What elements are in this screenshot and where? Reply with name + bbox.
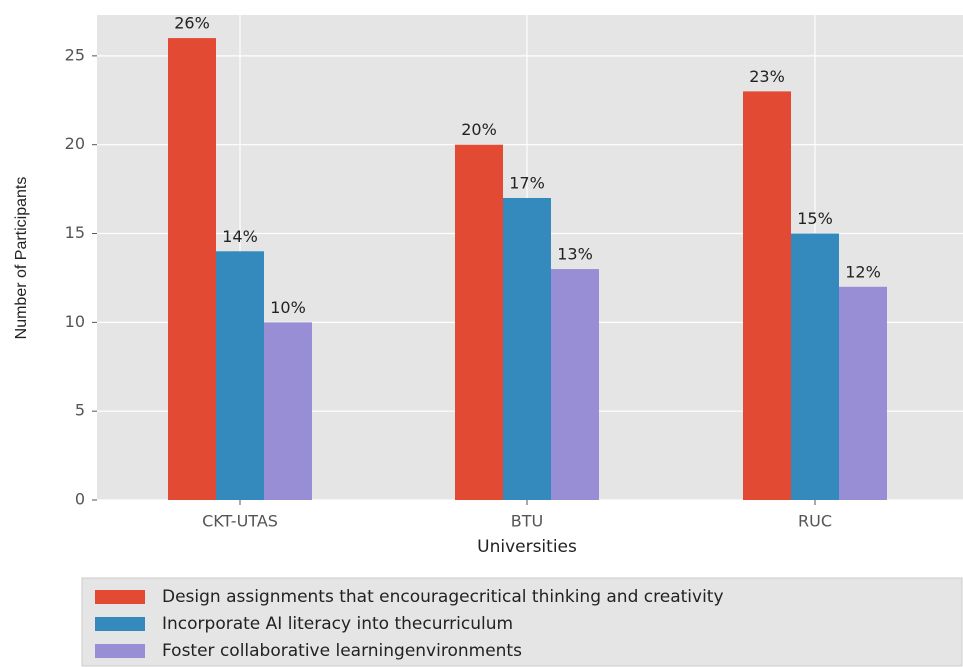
value-label: 15%: [797, 209, 833, 228]
x-tick-label: CKT-UTAS: [202, 512, 278, 531]
bar: [168, 38, 216, 500]
legend-label: Foster collaborative learningenvironment…: [162, 641, 522, 661]
y-tick-label: 10: [65, 312, 85, 331]
y-tick-label: 25: [65, 45, 85, 64]
bar: [551, 269, 599, 500]
x-tick-label: RUC: [798, 512, 832, 531]
legend-label: Incorporate AI literacy into thecurricul…: [162, 614, 513, 634]
y-tick-label: 20: [65, 134, 85, 153]
bar: [503, 197, 551, 500]
x-axis-label: Universities: [477, 537, 577, 557]
legend-box: [81, 577, 963, 667]
value-label: 12%: [845, 262, 881, 281]
bar: [264, 322, 312, 500]
bar: [791, 233, 839, 500]
y-tick-label: 15: [65, 223, 85, 242]
bar: [839, 286, 887, 500]
y-axis-label: Number of Participants: [13, 177, 30, 340]
bar: [216, 251, 264, 500]
legend-label: Design assignments that encouragecritica…: [162, 587, 724, 607]
x-tick-label: BTU: [511, 512, 543, 531]
value-label: 14%: [222, 227, 258, 246]
y-tick-label: 0: [75, 490, 85, 509]
legend-swatch: [95, 617, 145, 631]
bar: [455, 144, 503, 500]
value-label: 26%: [174, 14, 210, 33]
value-label: 23%: [749, 67, 785, 86]
value-label: 13%: [557, 245, 593, 264]
value-label: 10%: [270, 298, 306, 317]
legend-swatch: [95, 644, 145, 658]
value-label: 17%: [509, 173, 545, 192]
y-tick-label: 5: [75, 401, 85, 420]
value-label: 20%: [461, 120, 497, 139]
bar: [743, 91, 791, 501]
legend-swatch: [95, 590, 145, 604]
